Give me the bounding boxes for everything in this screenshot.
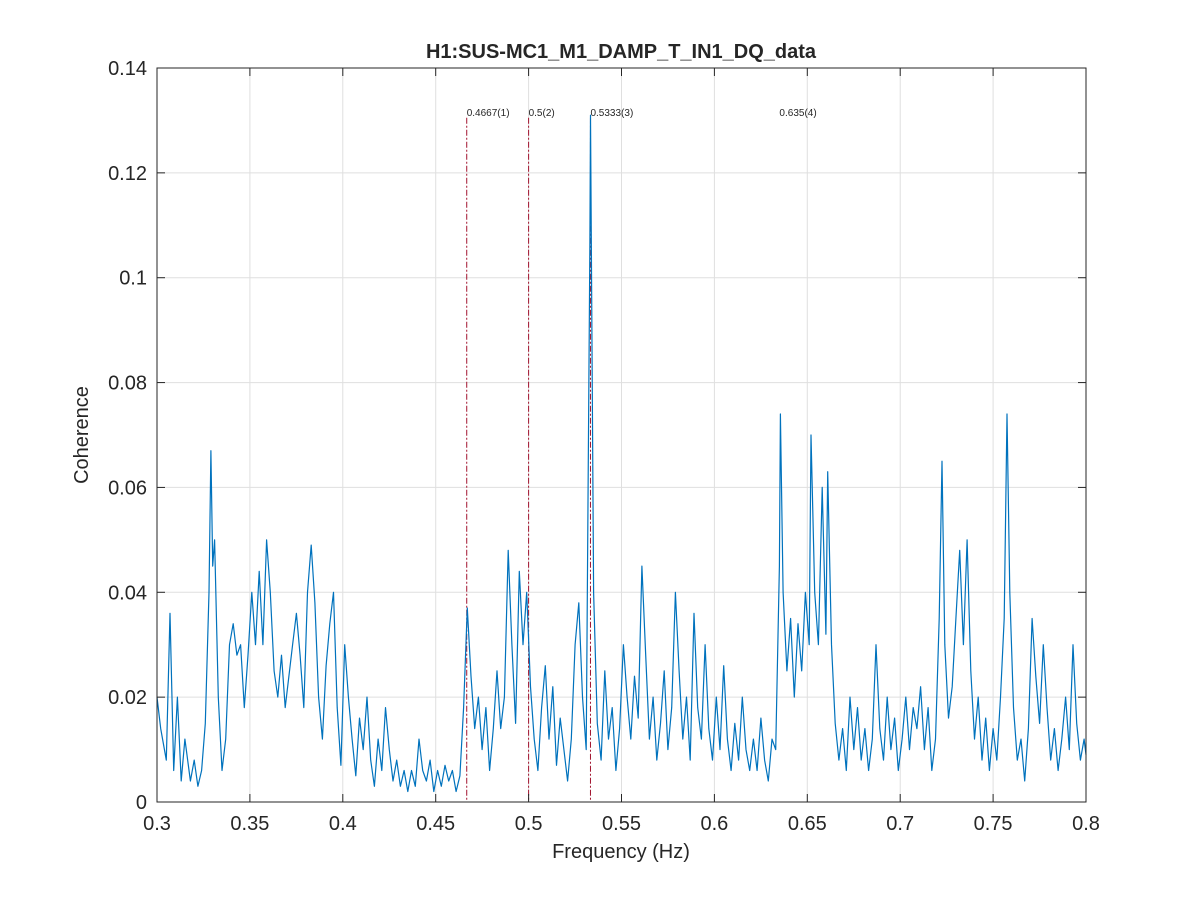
- x-tick-label: 0.35: [230, 813, 269, 835]
- y-tick-label: 0.04: [108, 582, 147, 604]
- peak-markers: 0.4667(1) 0.5(2) 0.5333(3) 0.635(4): [466, 108, 817, 802]
- x-tick-label: 0.45: [416, 813, 455, 835]
- y-tick-label: 0.08: [108, 373, 147, 395]
- chart-title: H1:SUS-MC1_M1_DAMP_T_IN1_DQ_data: [426, 41, 817, 63]
- x-tick-label: 0.5: [515, 813, 543, 835]
- x-tick-label: 0.65: [788, 813, 827, 835]
- peak-marker-label: 0.5333(3): [590, 108, 633, 119]
- coherence-series-line: [156, 114, 1087, 793]
- x-tick-label: 0.7: [886, 813, 914, 835]
- y-tick-label: 0.14: [108, 58, 147, 80]
- series-layer: [156, 114, 1087, 793]
- x-tick-label: 0.55: [602, 813, 641, 835]
- y-tick-label: 0: [136, 792, 147, 814]
- x-tick-label: 0.6: [700, 813, 728, 835]
- y-tick-label: 0.02: [108, 687, 147, 709]
- peak-marker-label: 0.4667(1): [467, 108, 510, 119]
- x-tick-label: 0.8: [1072, 813, 1100, 835]
- x-tick-label: 0.4: [329, 813, 357, 835]
- x-axis-label: Frequency (Hz): [552, 841, 690, 863]
- ticks: 0.3 0.35 0.4 0.45 0.5 0.55 0.6 0.65 0.7 0.75 0.8 0 0…: [108, 58, 1100, 835]
- y-axis-label: Coherence: [71, 386, 93, 484]
- x-tick-label: 0.75: [974, 813, 1013, 835]
- peak-marker-label: 0.5(2): [529, 108, 555, 119]
- y-tick-label: 0.1: [119, 268, 147, 290]
- y-tick-label: 0.06: [108, 477, 147, 499]
- peak-marker-label: 0.635(4): [779, 108, 816, 119]
- x-tick-label: 0.3: [143, 813, 171, 835]
- y-tick-label: 0.12: [108, 163, 147, 185]
